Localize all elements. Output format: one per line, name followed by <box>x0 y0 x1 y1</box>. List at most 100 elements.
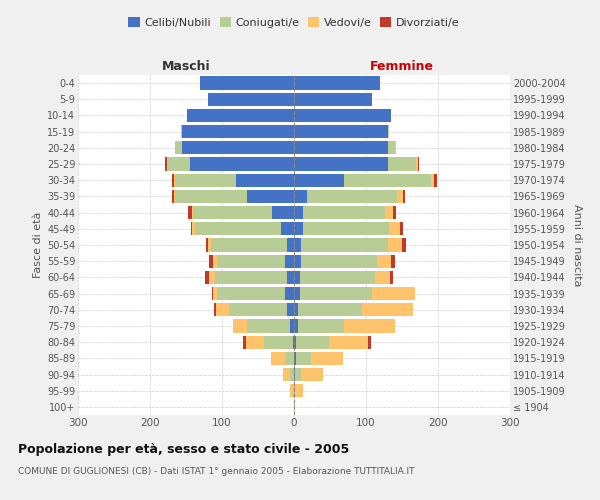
Bar <box>294 206 302 220</box>
Bar <box>246 336 264 349</box>
Bar <box>294 254 301 268</box>
Bar <box>168 158 190 170</box>
Bar <box>293 336 294 349</box>
Bar <box>302 206 385 220</box>
Bar <box>174 190 175 203</box>
Bar <box>175 190 247 203</box>
Bar <box>182 141 294 154</box>
Bar <box>271 352 286 365</box>
Bar <box>287 270 294 284</box>
Bar <box>172 190 174 203</box>
Bar <box>294 222 302 235</box>
Bar <box>311 352 343 365</box>
Bar <box>296 352 311 365</box>
Bar <box>388 141 395 154</box>
Bar <box>286 287 294 300</box>
Bar <box>214 287 217 300</box>
Bar <box>294 336 296 349</box>
Bar <box>294 190 307 203</box>
Bar <box>217 254 286 268</box>
Bar <box>344 320 395 332</box>
Bar <box>212 287 214 300</box>
Bar <box>243 336 246 349</box>
Bar <box>229 303 287 316</box>
Bar <box>247 190 294 203</box>
Bar <box>294 368 295 381</box>
Text: COMUNE DI GUGLIONESI (CB) - Dati ISTAT 1° gennaio 2005 - Elaborazione TUTTITALIA: COMUNE DI GUGLIONESI (CB) - Dati ISTAT 1… <box>18 468 415 476</box>
Bar <box>174 174 175 187</box>
Bar <box>389 222 400 235</box>
Bar <box>290 368 294 381</box>
Bar <box>294 303 298 316</box>
Bar <box>431 174 434 187</box>
Bar <box>264 336 293 349</box>
Y-axis label: Anni di nascita: Anni di nascita <box>572 204 583 286</box>
Bar <box>216 303 229 316</box>
Bar <box>283 368 290 381</box>
Bar <box>165 158 167 170</box>
Bar <box>300 287 372 300</box>
Bar <box>294 400 295 413</box>
Bar <box>298 303 362 316</box>
Bar <box>167 158 168 170</box>
Bar <box>217 287 286 300</box>
Bar <box>214 254 217 268</box>
Bar <box>294 141 388 154</box>
Bar <box>211 238 287 252</box>
Bar <box>293 384 294 398</box>
Bar <box>193 206 272 220</box>
Bar <box>208 238 211 252</box>
Bar <box>295 384 302 398</box>
Bar <box>403 190 405 203</box>
Bar <box>236 174 294 187</box>
Bar <box>368 336 371 349</box>
Bar <box>385 206 392 220</box>
Bar <box>294 384 295 398</box>
Bar <box>300 270 376 284</box>
Bar <box>307 190 397 203</box>
Bar <box>295 368 301 381</box>
Bar <box>193 222 194 235</box>
Bar <box>391 254 395 268</box>
Bar <box>301 254 377 268</box>
Bar <box>294 320 298 332</box>
Text: Maschi: Maschi <box>161 60 211 72</box>
Bar <box>194 222 281 235</box>
Bar <box>191 222 193 235</box>
Bar <box>209 254 214 268</box>
Bar <box>214 303 216 316</box>
Bar <box>388 158 416 170</box>
Bar <box>395 141 396 154</box>
Bar <box>294 158 388 170</box>
Bar <box>402 238 406 252</box>
Bar <box>362 303 413 316</box>
Bar <box>215 270 287 284</box>
Bar <box>390 270 394 284</box>
Bar <box>376 270 390 284</box>
Bar <box>344 174 431 187</box>
Text: Popolazione per età, sesso e stato civile - 2005: Popolazione per età, sesso e stato civil… <box>18 442 349 456</box>
Bar <box>294 352 296 365</box>
Bar <box>233 320 247 332</box>
Bar <box>294 76 380 90</box>
Bar <box>188 206 192 220</box>
Bar <box>397 190 403 203</box>
Bar <box>298 320 344 332</box>
Bar <box>286 254 294 268</box>
Bar <box>205 270 209 284</box>
Bar <box>175 141 182 154</box>
Bar <box>388 238 402 252</box>
Bar <box>281 222 294 235</box>
Bar <box>302 222 389 235</box>
Bar <box>286 352 294 365</box>
Bar <box>206 238 208 252</box>
Bar <box>247 320 290 332</box>
Bar <box>208 92 294 106</box>
Bar <box>301 368 323 381</box>
Bar <box>294 270 300 284</box>
Bar <box>296 336 329 349</box>
Bar <box>287 238 294 252</box>
Bar <box>181 125 182 138</box>
Bar <box>418 158 419 170</box>
Bar <box>175 174 236 187</box>
